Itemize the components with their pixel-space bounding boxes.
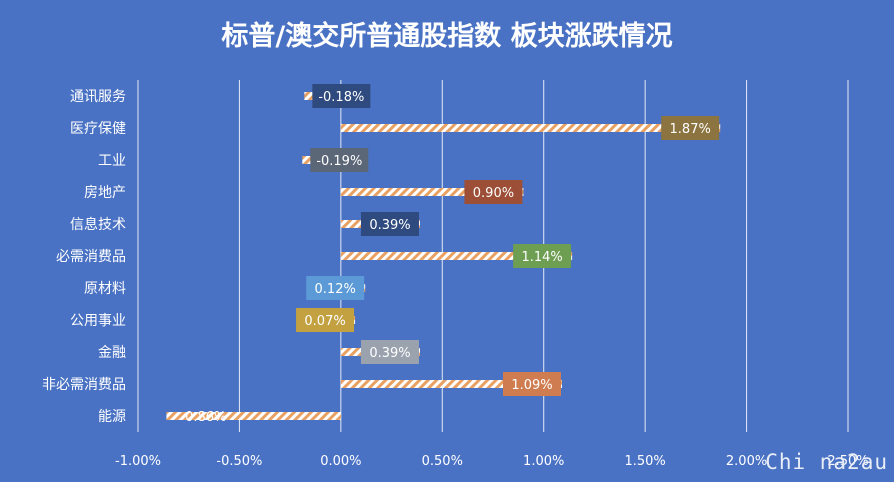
data-label: 0.39% [369,218,410,233]
x-tick-label: 1.50% [624,454,665,469]
chart-title: 标普/澳交所普通股指数 板块涨跌情况 [221,21,673,52]
bar [340,188,524,196]
category-label: 房地产 [84,185,126,201]
data-label-box [306,276,365,300]
x-tick-label: 1.00% [523,454,564,469]
bar [340,252,573,260]
data-label-box [296,308,355,332]
data-label-box [360,212,419,236]
x-tick-label: 0.00% [320,454,361,469]
category-label: 能源 [98,409,126,425]
bar [340,124,721,132]
data-label-box [360,340,419,364]
data-label: 0.90% [473,186,514,201]
category-label: 金融 [98,345,126,361]
data-label: -0.18% [318,90,364,105]
data-label: 0.12% [315,282,356,297]
data-label: 0.39% [369,346,410,361]
data-label: 1.14% [521,250,562,265]
category-label: 公用事业 [70,313,126,329]
category-label: 工业 [98,153,126,169]
bar [166,412,341,420]
data-label: -0.86% [180,410,226,425]
x-tick-label: -0.50% [216,454,262,469]
data-label: 1.87% [670,122,711,137]
category-label: 信息技术 [70,216,126,233]
x-tick-label: 2.00% [726,454,767,469]
category-label: 非必需消费品 [42,377,126,393]
x-tick-label: 0.50% [422,454,463,469]
x-tick-label: 2.50% [827,454,868,469]
data-label: 1.09% [511,378,552,393]
data-label-box [502,372,561,396]
data-label-box [661,116,720,140]
data-label-box [464,180,523,204]
category-label: 必需消费品 [56,249,126,265]
category-label: 医疗保健 [70,121,126,137]
watermark-text: Chi na2au [765,450,888,474]
data-label: 0.07% [304,314,345,329]
category-label: 原材料 [84,281,126,297]
bar [340,380,562,388]
data-label: -0.19% [316,154,362,169]
x-tick-label: -1.00% [115,454,161,469]
data-label-box [513,244,572,268]
data-label-box [312,84,371,108]
category-label: 通讯服务 [70,89,126,105]
data-label-box [310,148,369,172]
